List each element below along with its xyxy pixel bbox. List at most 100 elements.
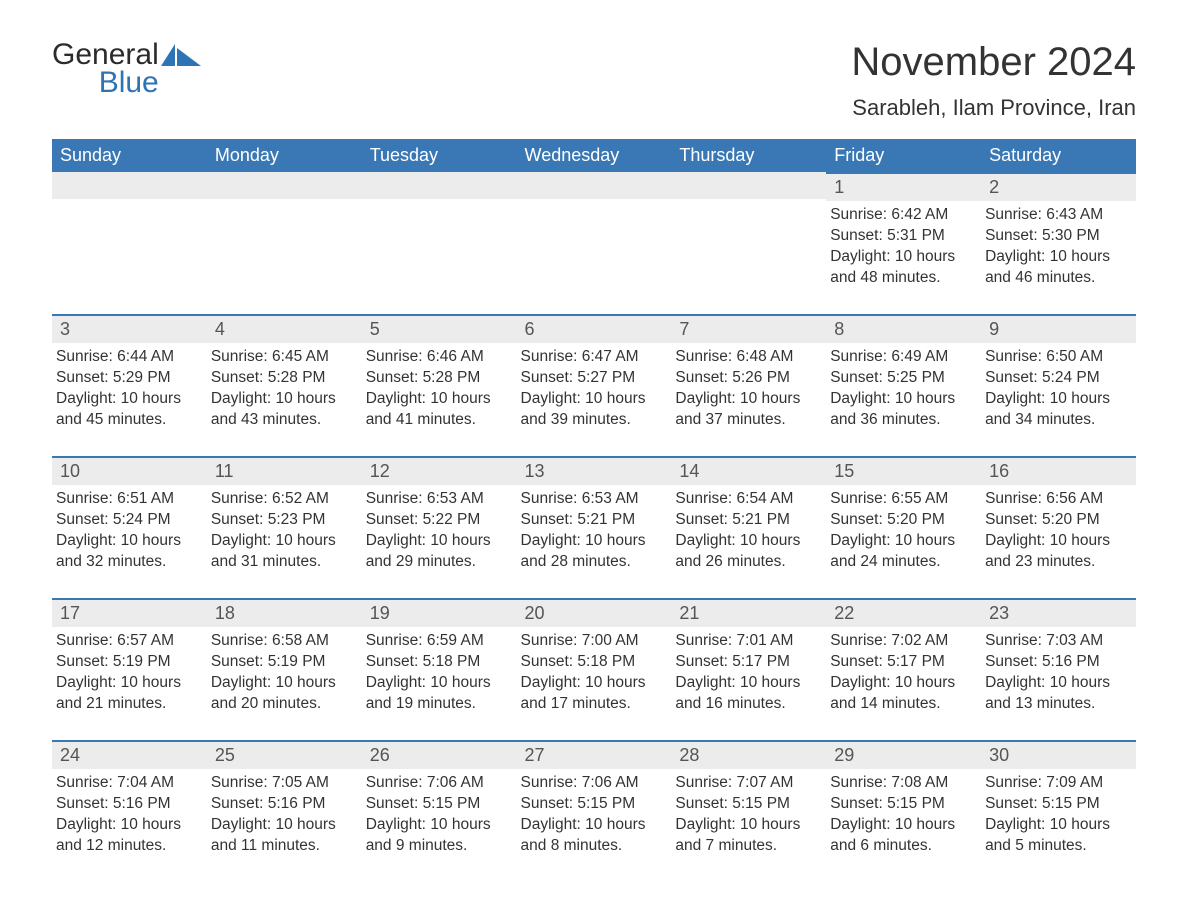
- daylight: Daylight: 10 hours and 43 minutes.: [211, 389, 356, 431]
- sunrise-value: 6:46 AM: [427, 348, 484, 365]
- sunset-value: 5:15 PM: [423, 795, 481, 812]
- sunrise-label: Sunrise:: [366, 348, 427, 365]
- sunset: Sunset: 5:15 PM: [830, 794, 975, 815]
- daylight-label: Daylight:: [366, 390, 431, 407]
- daylight: Daylight: 10 hours and 23 minutes.: [985, 531, 1130, 573]
- day-content: Sunrise: 6:44 AMSunset: 5:29 PMDaylight:…: [52, 343, 207, 437]
- sunset-label: Sunset:: [830, 227, 887, 244]
- calendar-cell: 29Sunrise: 7:08 AMSunset: 5:15 PMDayligh…: [826, 740, 981, 882]
- sunset: Sunset: 5:22 PM: [366, 510, 511, 531]
- title-block: November 2024 Sarableh, Ilam Province, I…: [851, 40, 1136, 121]
- day-content: Sunrise: 7:06 AMSunset: 5:15 PMDaylight:…: [362, 769, 517, 863]
- calendar-cell: 30Sunrise: 7:09 AMSunset: 5:15 PMDayligh…: [981, 740, 1136, 882]
- sunrise-value: 6:45 AM: [272, 348, 329, 365]
- logo-word2: Blue: [52, 68, 159, 98]
- sunset-label: Sunset:: [985, 511, 1042, 528]
- sunset-label: Sunset:: [985, 369, 1042, 386]
- daylight-label: Daylight:: [830, 532, 895, 549]
- sunrise: Sunrise: 6:53 AM: [521, 489, 666, 510]
- day-content: Sunrise: 6:53 AMSunset: 5:21 PMDaylight:…: [517, 485, 672, 579]
- day-content: Sunrise: 7:08 AMSunset: 5:15 PMDaylight:…: [826, 769, 981, 863]
- sunset-label: Sunset:: [830, 511, 887, 528]
- sunrise-label: Sunrise:: [985, 206, 1046, 223]
- sunrise-label: Sunrise:: [830, 632, 891, 649]
- sunrise-value: 7:09 AM: [1046, 774, 1103, 791]
- calendar-cell: 13Sunrise: 6:53 AMSunset: 5:21 PMDayligh…: [517, 456, 672, 598]
- sunrise-label: Sunrise:: [366, 774, 427, 791]
- calendar-cell: 22Sunrise: 7:02 AMSunset: 5:17 PMDayligh…: [826, 598, 981, 740]
- sunset-value: 5:16 PM: [113, 795, 171, 812]
- day-number: 30: [981, 740, 1136, 769]
- day-content: Sunrise: 7:06 AMSunset: 5:15 PMDaylight:…: [517, 769, 672, 863]
- daylight-label: Daylight:: [830, 248, 895, 265]
- daylight: Daylight: 10 hours and 13 minutes.: [985, 673, 1130, 715]
- sunset: Sunset: 5:15 PM: [366, 794, 511, 815]
- daylight-label: Daylight:: [675, 674, 740, 691]
- sunrise-label: Sunrise:: [521, 490, 582, 507]
- day-number: 20: [517, 598, 672, 627]
- sunrise-label: Sunrise:: [985, 490, 1046, 507]
- page-title: November 2024: [851, 40, 1136, 85]
- day-number: 21: [671, 598, 826, 627]
- sunrise-label: Sunrise:: [521, 632, 582, 649]
- sunset-value: 5:16 PM: [268, 795, 326, 812]
- sunset-value: 5:26 PM: [732, 369, 790, 386]
- sunrise-value: 6:47 AM: [582, 348, 639, 365]
- day-number: 27: [517, 740, 672, 769]
- sunrise: Sunrise: 6:54 AM: [675, 489, 820, 510]
- sunrise-value: 6:52 AM: [272, 490, 329, 507]
- daylight: Daylight: 10 hours and 6 minutes.: [830, 815, 975, 857]
- sunset-value: 5:30 PM: [1042, 227, 1100, 244]
- sunset: Sunset: 5:27 PM: [521, 368, 666, 389]
- sunset-label: Sunset:: [521, 369, 578, 386]
- sunrise-label: Sunrise:: [675, 490, 736, 507]
- day-header: Friday: [826, 139, 981, 172]
- sunset-label: Sunset:: [366, 511, 423, 528]
- daylight-label: Daylight:: [366, 532, 431, 549]
- sunset-value: 5:17 PM: [887, 653, 945, 670]
- sunrise-value: 6:57 AM: [117, 632, 174, 649]
- daylight: Daylight: 10 hours and 32 minutes.: [56, 531, 201, 573]
- sunrise: Sunrise: 7:07 AM: [675, 773, 820, 794]
- sunrise: Sunrise: 7:04 AM: [56, 773, 201, 794]
- sunset-label: Sunset:: [830, 369, 887, 386]
- day-content: Sunrise: 6:50 AMSunset: 5:24 PMDaylight:…: [981, 343, 1136, 437]
- calendar-cell: 26Sunrise: 7:06 AMSunset: 5:15 PMDayligh…: [362, 740, 517, 882]
- sunset-value: 5:20 PM: [1042, 511, 1100, 528]
- calendar-week: 17Sunrise: 6:57 AMSunset: 5:19 PMDayligh…: [52, 598, 1136, 740]
- sunset-label: Sunset:: [985, 653, 1042, 670]
- calendar-cell: 12Sunrise: 6:53 AMSunset: 5:22 PMDayligh…: [362, 456, 517, 598]
- sunset: Sunset: 5:21 PM: [675, 510, 820, 531]
- daylight: Daylight: 10 hours and 20 minutes.: [211, 673, 356, 715]
- sunrise: Sunrise: 6:48 AM: [675, 347, 820, 368]
- sunset-value: 5:23 PM: [268, 511, 326, 528]
- day-number: 10: [52, 456, 207, 485]
- daylight-label: Daylight:: [211, 390, 276, 407]
- calendar-cell: 25Sunrise: 7:05 AMSunset: 5:16 PMDayligh…: [207, 740, 362, 882]
- day-content: Sunrise: 6:59 AMSunset: 5:18 PMDaylight:…: [362, 627, 517, 721]
- day-content: Sunrise: 6:45 AMSunset: 5:28 PMDaylight:…: [207, 343, 362, 437]
- calendar-cell: 18Sunrise: 6:58 AMSunset: 5:19 PMDayligh…: [207, 598, 362, 740]
- sunset: Sunset: 5:26 PM: [675, 368, 820, 389]
- daylight-label: Daylight:: [521, 390, 586, 407]
- daylight-label: Daylight:: [56, 390, 121, 407]
- sunrise: Sunrise: 6:51 AM: [56, 489, 201, 510]
- sunset-label: Sunset:: [56, 511, 113, 528]
- calendar-cell-empty: [517, 172, 672, 314]
- sunset: Sunset: 5:30 PM: [985, 226, 1130, 247]
- calendar-cell: 9Sunrise: 6:50 AMSunset: 5:24 PMDaylight…: [981, 314, 1136, 456]
- daylight: Daylight: 10 hours and 28 minutes.: [521, 531, 666, 573]
- daylight-label: Daylight:: [56, 532, 121, 549]
- sunrise-value: 6:59 AM: [427, 632, 484, 649]
- daylight-label: Daylight:: [211, 674, 276, 691]
- calendar-table: SundayMondayTuesdayWednesdayThursdayFrid…: [52, 139, 1136, 882]
- daylight: Daylight: 10 hours and 36 minutes.: [830, 389, 975, 431]
- sunset-value: 5:25 PM: [887, 369, 945, 386]
- sunset-label: Sunset:: [366, 653, 423, 670]
- day-number: 19: [362, 598, 517, 627]
- sunset-value: 5:24 PM: [1042, 369, 1100, 386]
- sunset-label: Sunset:: [56, 795, 113, 812]
- day-content: Sunrise: 7:04 AMSunset: 5:16 PMDaylight:…: [52, 769, 207, 863]
- sunrise: Sunrise: 6:57 AM: [56, 631, 201, 652]
- day-header: Tuesday: [362, 139, 517, 172]
